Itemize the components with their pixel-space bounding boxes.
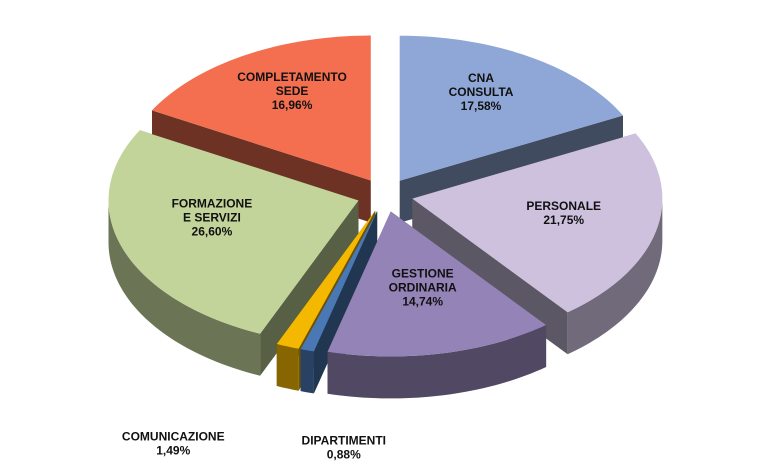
category-label-line: COMPLETAMENTO: [237, 70, 347, 84]
slice-top: [327, 211, 547, 357]
category-label: DIPARTIMENTI: [302, 433, 386, 447]
slice-top: [412, 133, 663, 313]
slice-side: [300, 349, 314, 394]
value-label: 16,96%: [272, 98, 313, 112]
slice-wall: [300, 211, 378, 392]
value-label: 0,88%: [327, 447, 361, 461]
slice-wall: [260, 200, 359, 376]
category-label-line: GESTIONE: [392, 266, 454, 280]
slice-top: [300, 211, 378, 352]
slice: [108, 130, 359, 376]
slice-top: [276, 210, 376, 349]
slice-top: [399, 35, 624, 181]
value-label: 1,49%: [156, 443, 190, 457]
category-label-line: PERSONALE: [526, 199, 601, 213]
category-label-line: COMUNICAZIONE: [122, 429, 225, 443]
slice-top: [108, 130, 359, 334]
category-label: COMUNICAZIONE: [122, 429, 225, 443]
value-label: 14,74%: [402, 294, 443, 308]
category-label-line: ORDINARIA: [389, 280, 457, 294]
category-label: GESTIONE ORDINARIA: [389, 266, 457, 294]
category-label: COMPLETAMENTO SEDE: [237, 70, 347, 98]
slice-side: [567, 198, 663, 355]
slice-side: [327, 325, 547, 399]
slice-side: [108, 200, 261, 376]
category-label-line: CNA: [468, 71, 494, 85]
category-label-line: FORMAZIONE: [172, 197, 253, 211]
category-label: PERSONALE: [526, 199, 601, 213]
category-label: FORMAZIONE E SERVIZI: [172, 197, 253, 225]
category-label: CNA CONSULTA: [449, 71, 514, 99]
value-label: 26,60%: [192, 225, 233, 239]
slice-side: [276, 344, 299, 391]
category-label-line: E SERVIZI: [183, 211, 241, 225]
slice-top: [152, 35, 371, 181]
category-label-line: SEDE: [276, 84, 309, 98]
category-label-line: CONSULTA: [449, 85, 514, 99]
value-label: 17,58%: [461, 99, 502, 113]
category-label-line: DIPARTIMENTI: [302, 433, 386, 447]
value-label: 21,75%: [543, 213, 584, 227]
slice: [327, 211, 547, 399]
